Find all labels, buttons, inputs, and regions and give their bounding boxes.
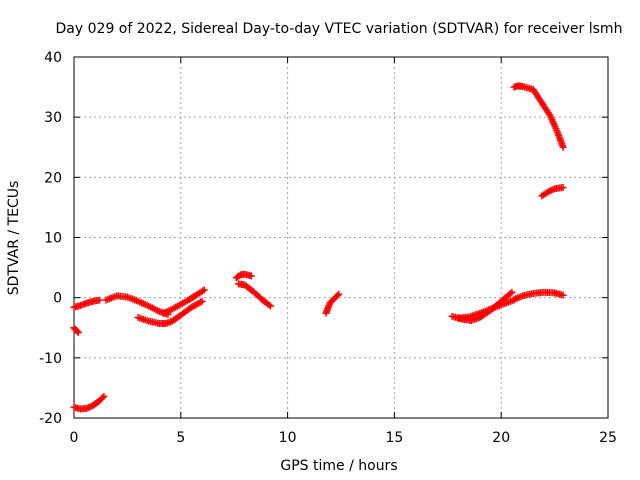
x-tick-label: 20	[492, 430, 510, 446]
data-point	[559, 184, 567, 192]
data-point	[559, 143, 567, 151]
x-axis-label: GPS time / hours	[280, 458, 397, 474]
series-arc-4	[102, 292, 172, 319]
x-tick-label: 5	[176, 430, 185, 446]
data-point	[265, 301, 273, 309]
data-point	[86, 403, 94, 411]
data-point	[98, 394, 106, 402]
series-arc-3	[70, 392, 108, 413]
y-tick-label: 30	[44, 110, 62, 126]
series-arc-5	[134, 297, 206, 328]
y-tick-label: -10	[39, 351, 62, 367]
y-ticks: -20 -10 0 10 20 30 40	[39, 50, 608, 427]
data-point	[508, 288, 516, 296]
data-point	[247, 272, 255, 280]
y-axis-label: SDTVAR / TECUs	[6, 181, 22, 296]
series-arc-13	[510, 82, 567, 151]
x-tick-label: 25	[599, 430, 617, 446]
data-points	[70, 82, 567, 413]
data-point	[198, 297, 206, 305]
data-point	[324, 303, 332, 311]
data-point	[100, 392, 108, 400]
data-point	[200, 286, 208, 294]
series-arc-12	[510, 288, 567, 303]
data-point	[544, 188, 552, 196]
x-ticks: 0 5 10 15 20 25	[70, 57, 617, 446]
data-point	[83, 404, 91, 412]
series-arc-9	[322, 290, 343, 317]
data-point	[335, 290, 343, 298]
y-tick-label: -20	[39, 411, 62, 427]
data-point	[74, 329, 82, 337]
x-tick-label: 10	[279, 430, 297, 446]
y-tick-label: 20	[44, 170, 62, 186]
data-point	[325, 302, 333, 310]
series-arc-7	[232, 270, 255, 282]
data-point	[84, 404, 92, 412]
data-point	[197, 298, 205, 306]
data-point	[559, 291, 567, 299]
x-tick-label: 15	[385, 430, 403, 446]
series-arc-11	[454, 296, 518, 322]
data-point	[199, 287, 207, 295]
data-point	[333, 291, 341, 299]
series-arc-6	[160, 286, 208, 317]
grid	[74, 57, 608, 418]
data-point	[547, 186, 555, 194]
data-point	[546, 187, 554, 195]
data-point	[96, 296, 104, 304]
chart-title: Day 029 of 2022, Sidereal Day-to-day VTE…	[56, 21, 623, 37]
data-point	[267, 302, 275, 310]
series-arc-8	[234, 280, 275, 310]
x-tick-label: 0	[70, 430, 79, 446]
series-arc-1	[70, 324, 82, 337]
data-point	[506, 290, 514, 298]
y-tick-label: 0	[53, 291, 62, 307]
series-arc-14	[538, 184, 567, 200]
series-arc-2	[70, 296, 104, 311]
data-point	[549, 186, 557, 194]
data-point	[73, 327, 81, 335]
y-tick-label: 10	[44, 231, 62, 247]
y-tick-label: 40	[44, 50, 62, 66]
